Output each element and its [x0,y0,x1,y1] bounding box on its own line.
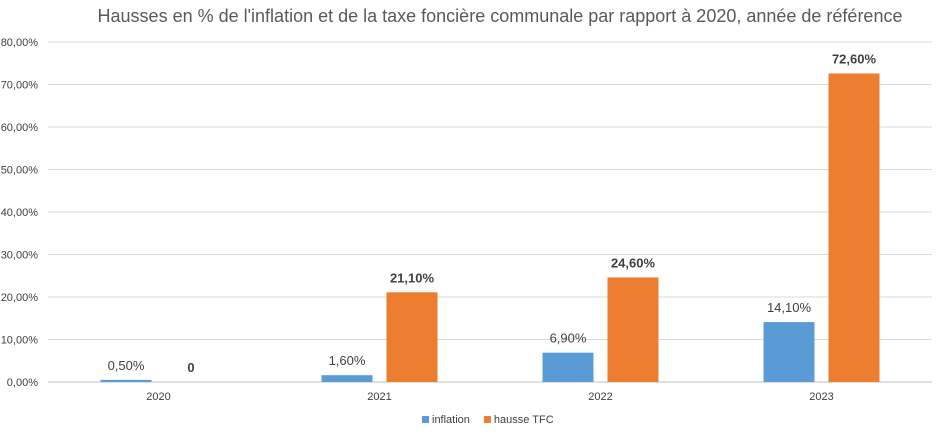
bar-hausse-tfc-2022 [607,277,659,382]
y-tick-label: 30,00% [1,250,39,262]
bars [100,73,880,382]
data-labels: 0,50% 0 1,60% 21,10% 6,90% 24,60% 14,10% 72,60% [108,51,877,375]
gridlines [48,41,932,383]
y-tick-label: 70,00% [1,80,39,92]
data-label: 1,60% [329,353,366,368]
y-tick-label: 40,00% [1,207,39,219]
x-tick-label: 2023 [809,391,833,403]
y-tick-label: 80,00% [1,37,39,49]
bar-hausse-tfc-2023 [828,73,880,382]
legend-swatch [422,416,429,423]
y-tick-label: 10,00% [1,335,39,347]
bar-inflation-2020 [100,379,152,382]
x-axis-ticks: 2020 2021 2022 2023 [146,391,833,403]
data-label: 6,90% [550,331,587,346]
bar-inflation-2022 [542,352,594,382]
data-label: 21,10% [390,270,435,285]
legend-label: inflation [432,414,470,426]
y-tick-label: 0,00% [7,377,38,389]
data-label: 14,10% [767,300,812,315]
data-label: 0,50% [108,358,145,373]
y-tick-label: 50,00% [1,165,39,177]
bar-inflation-2023 [763,322,815,382]
y-tick-label: 60,00% [1,122,39,134]
data-label: 24,60% [611,255,656,270]
data-label: 72,60% [832,51,877,66]
x-tick-label: 2022 [588,391,612,403]
bar-hausse-tfc-2021 [386,292,438,382]
chart-title: Hausses en % de l'inflation et de la tax… [98,6,903,26]
y-axis-ticks: 0,00% 10,00% 20,00% 30,00% 40,00% 50,00% 60,00… [1,37,39,389]
data-label: 0 [187,360,194,375]
bar-inflation-2021 [321,375,373,382]
x-tick-label: 2021 [367,391,391,403]
x-tick-label: 2020 [146,391,170,403]
legend: inflation hausse TFC [422,414,554,426]
legend-label: hausse TFC [494,414,554,426]
legend-swatch [483,416,491,423]
y-tick-label: 20,00% [1,292,39,304]
